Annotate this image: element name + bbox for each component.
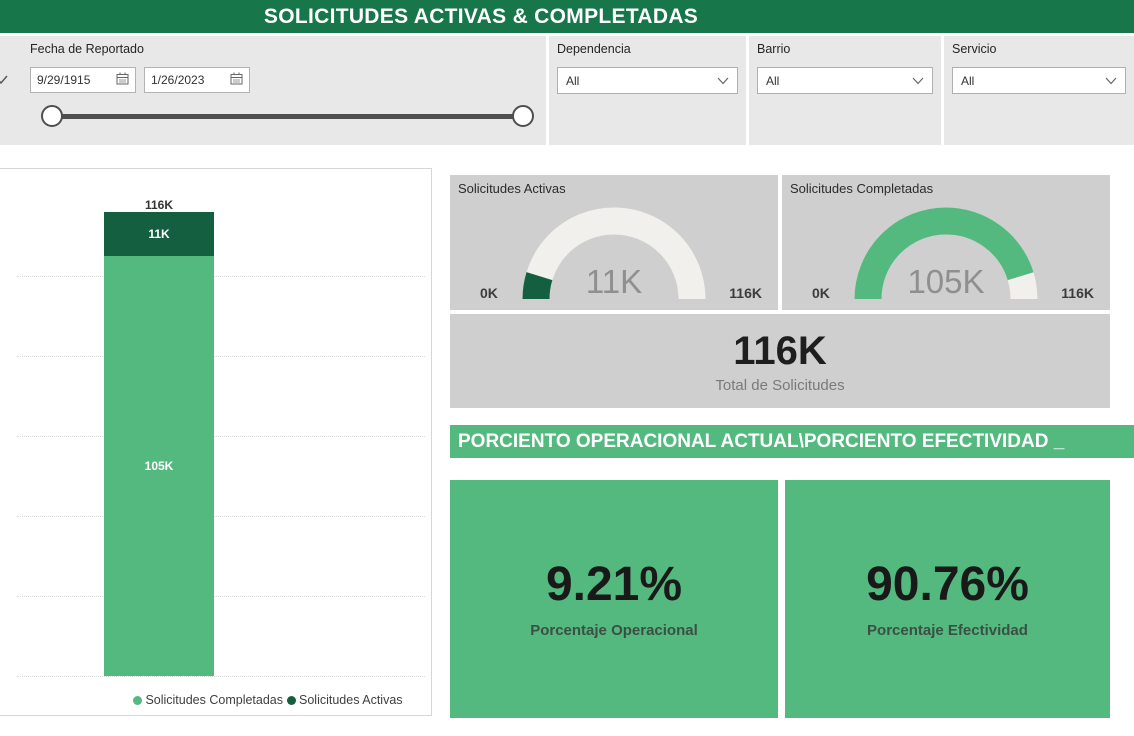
- barrio-value: All: [766, 73, 780, 88]
- bar-total-label: 116K: [144, 198, 174, 212]
- kpi-card-operacional: 9.21% Porcentaje Operacional: [450, 480, 778, 718]
- section-title-bar: PORCIENTO OPERACIONAL ACTUAL\PORCIENTO E…: [450, 425, 1134, 458]
- bar-segment-activas[interactable]: 11K: [104, 212, 214, 256]
- servicio-filter-section: Servicio All: [944, 36, 1134, 145]
- gauge-max-label: 116K: [729, 285, 762, 301]
- gauge-min-label: 0K: [812, 285, 830, 301]
- legend-dot: [287, 695, 297, 705]
- slider-handle-end[interactable]: [512, 105, 534, 127]
- slider-handle-start[interactable]: [41, 105, 63, 127]
- bar-chart-panel: 116K 11K 105K Solicitudes Completadas So…: [0, 168, 432, 716]
- end-date-value: 1/26/2023: [151, 73, 205, 87]
- total-solicitudes-card: 116K Total de Solicitudes: [450, 314, 1110, 408]
- gauge-value: 11K: [586, 263, 642, 300]
- dependencia-filter-section: Dependencia All: [549, 36, 746, 145]
- chevron-down-icon: [1105, 74, 1117, 88]
- dashboard-title-bar: SOLICITUDES ACTIVAS & COMPLETADAS: [0, 0, 1134, 33]
- gauge-max-label: 116K: [1061, 285, 1094, 301]
- kpi-value: 90.76%: [866, 558, 1029, 612]
- gauge-title: Solicitudes Activas: [458, 181, 566, 196]
- section-title-text: PORCIENTO OPERACIONAL ACTUAL\PORCIENTO E…: [458, 431, 1065, 452]
- kpi-value: 9.21%: [545, 558, 683, 612]
- gridline: [17, 356, 425, 357]
- divider: [778, 175, 782, 310]
- gauge-completadas[interactable]: Solicitudes Completadas 105K 0K 116K: [782, 175, 1110, 310]
- gridline: [17, 596, 425, 597]
- legend-item-activas[interactable]: Solicitudes Activas: [287, 693, 403, 707]
- dependencia-value: All: [566, 73, 580, 88]
- total-caption: Total de Solicitudes: [715, 376, 845, 394]
- gridline: [17, 676, 425, 677]
- kpi-card-efectividad: 90.76% Porcentaje Efectividad: [785, 480, 1110, 718]
- bar-segment-completadas[interactable]: 105K: [104, 256, 214, 676]
- page-title: SOLICITUDES ACTIVAS & COMPLETADAS: [263, 4, 699, 28]
- gauge-title: Solicitudes Completadas: [790, 181, 934, 196]
- gauge-panel: Solicitudes Activas 11K 0K 116K Solicitu…: [450, 175, 1110, 408]
- legend-item-completadas[interactable]: Solicitudes Completadas: [133, 693, 283, 707]
- start-date-input[interactable]: 9/29/1915: [30, 67, 136, 93]
- gridline: [17, 436, 425, 437]
- chart-legend: Solicitudes Completadas Solicitudes Acti…: [107, 693, 429, 707]
- start-date-value: 9/29/1915: [37, 73, 91, 87]
- legend-label: Solicitudes Completadas: [145, 693, 284, 707]
- gridline: [17, 516, 425, 517]
- servicio-dropdown[interactable]: All: [952, 67, 1126, 94]
- bar-segment-label: 11K: [148, 227, 170, 241]
- date-range-slider-track[interactable]: [52, 114, 523, 119]
- barrio-label: Barrio: [757, 42, 791, 56]
- chevron-down-icon: [717, 74, 729, 88]
- calendar-icon[interactable]: [230, 72, 243, 88]
- kpi-label: Porcentaje Efectividad: [867, 621, 1028, 639]
- barrio-filter-section: Barrio All: [749, 36, 941, 145]
- dependencia-dropdown[interactable]: All: [557, 67, 738, 94]
- divider: [450, 310, 1110, 314]
- dependencia-label: Dependencia: [557, 42, 631, 56]
- barrio-dropdown[interactable]: All: [757, 67, 933, 94]
- servicio-label: Servicio: [952, 42, 997, 56]
- stacked-bar: 11K 105K: [104, 212, 214, 676]
- legend-dot: [133, 695, 143, 705]
- gauge-arc: 11K: [522, 207, 706, 300]
- legend-label: Solicitudes Activas: [299, 693, 403, 707]
- servicio-value: All: [961, 73, 975, 88]
- gauge-min-label: 0K: [480, 285, 498, 301]
- chevron-down-icon: [912, 74, 924, 88]
- total-value: 116K: [733, 328, 827, 373]
- end-date-input[interactable]: 1/26/2023: [144, 67, 250, 93]
- chevron-down-icon[interactable]: [0, 72, 9, 90]
- bar-segment-label: 105K: [144, 459, 174, 473]
- calendar-icon[interactable]: [116, 72, 129, 88]
- gauge-activas[interactable]: Solicitudes Activas 11K 0K 116K: [450, 175, 778, 310]
- kpi-label: Porcentaje Operacional: [530, 621, 698, 639]
- gridline: [17, 276, 425, 277]
- date-filter-section: Fecha de Reportado 9/29/1915 1/26/2023: [0, 36, 546, 145]
- gauge-value: 105K: [907, 263, 984, 300]
- filter-bar: Fecha de Reportado 9/29/1915 1/26/2023 D…: [0, 36, 1134, 145]
- gauge-arc: 105K: [854, 207, 1038, 300]
- date-filter-label: Fecha de Reportado: [30, 42, 144, 56]
